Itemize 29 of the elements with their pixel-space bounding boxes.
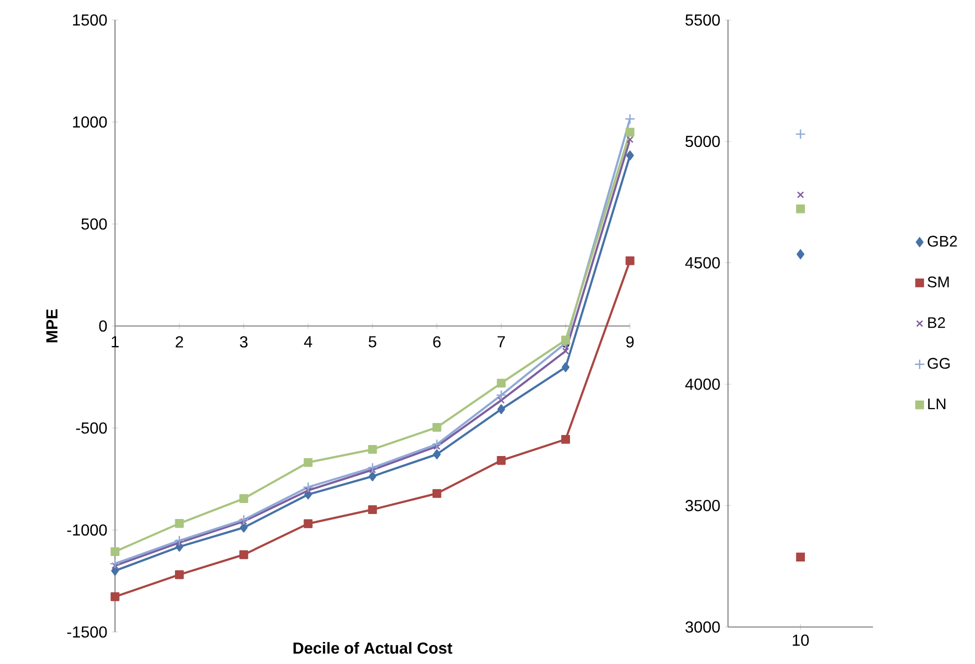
y-tick-label: 3500	[685, 500, 720, 512]
y-tick-label: -500	[76, 422, 107, 434]
y-tick-label: 5500	[686, 14, 720, 26]
x-axis-title: Decile of Actual Cost	[294, 642, 452, 654]
legend-label: B2	[928, 317, 945, 328]
x-tick-label: 6	[433, 336, 441, 348]
x-tick-label: 2	[176, 336, 184, 348]
legend-label: LN	[928, 398, 946, 410]
legend-label: SM	[928, 276, 949, 288]
y-tick-label: 1000	[73, 116, 107, 128]
x-tick-label: 7	[498, 336, 505, 348]
x-tick-label: 9	[626, 336, 634, 348]
x-tick-label: 3	[240, 336, 248, 348]
y-tick-label: -1500	[67, 626, 107, 638]
x-tick-label: 5	[368, 336, 376, 348]
legend-label: GB2	[928, 236, 957, 247]
y-tick-label: 1500	[73, 14, 107, 26]
y-tick-label: 500	[81, 218, 107, 230]
x-tick-label: 10	[792, 634, 809, 646]
y-tick-label: 3000	[685, 621, 720, 633]
y-axis-title: MPE	[46, 309, 58, 342]
x-tick-label: 4	[304, 336, 312, 348]
y-tick-label: 4500	[685, 257, 720, 268]
y-tick-label: -1000	[67, 524, 107, 536]
y-tick-label: 5000	[686, 136, 720, 148]
y-tick-label: 0	[99, 320, 107, 332]
y-tick-label: 4000	[685, 378, 720, 390]
x-tick-label: 1	[112, 336, 119, 348]
legend-label: GG	[928, 358, 950, 369]
